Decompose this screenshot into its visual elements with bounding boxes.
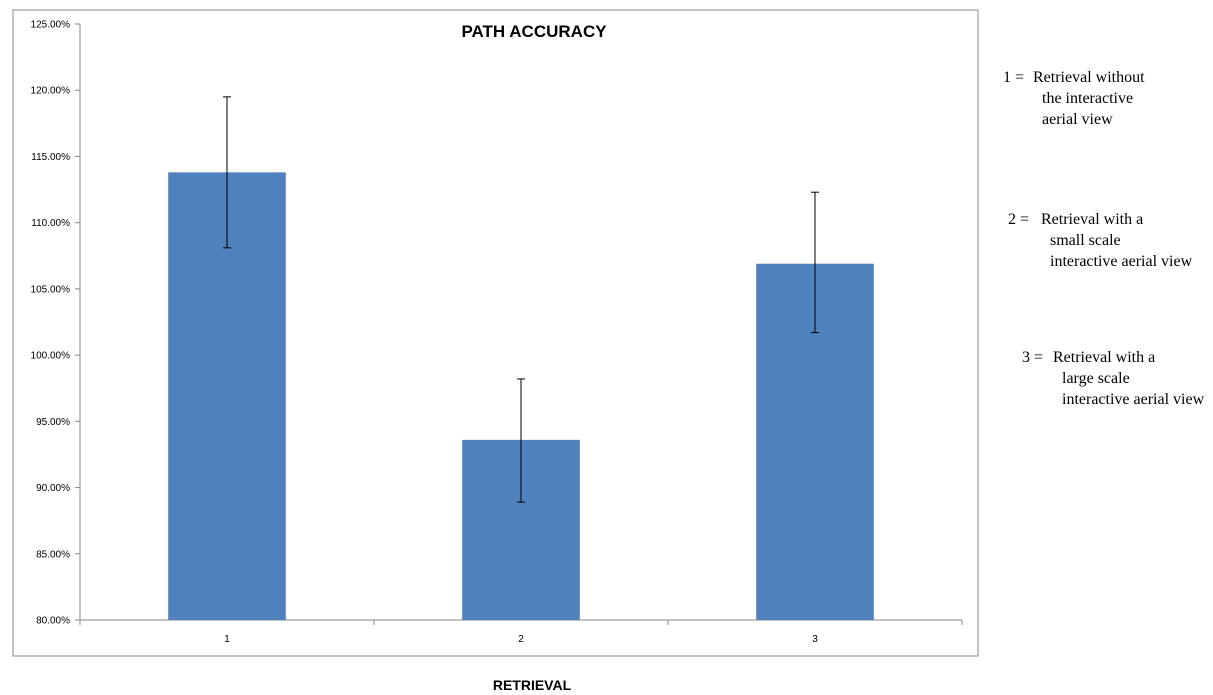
key-description-line: interactive aerial view bbox=[1050, 253, 1193, 270]
key-label-2: 2 = bbox=[1008, 211, 1029, 228]
x-tick-label: 2 bbox=[518, 634, 524, 645]
key-label-3: 3 = bbox=[1022, 349, 1043, 366]
error-bars bbox=[223, 96, 819, 503]
y-tick-label: 125.00% bbox=[31, 20, 71, 31]
y-tick-label: 100.00% bbox=[31, 351, 71, 362]
key-description-line: Retrieval without bbox=[1033, 69, 1145, 86]
key-description-line: Retrieval with a bbox=[1053, 349, 1155, 366]
y-tick-label: 85.00% bbox=[36, 549, 70, 560]
x-tick-label: 3 bbox=[812, 634, 818, 645]
y-tick-label: 105.00% bbox=[31, 284, 71, 295]
x-axis-title: RETRIEVAL bbox=[493, 677, 572, 693]
chart-title: PATH ACCURACY bbox=[461, 22, 607, 41]
category-key: 1 = Retrieval without the interactive aeria… bbox=[1003, 69, 1205, 408]
key-description-line: interactive aerial view bbox=[1062, 391, 1205, 408]
y-tick-label: 80.00% bbox=[36, 616, 70, 627]
key-description-line: small scale bbox=[1050, 232, 1121, 249]
key-label-1: 1 = bbox=[1003, 69, 1024, 86]
y-tick-label: 115.00% bbox=[31, 152, 70, 163]
key-description-line: aerial view bbox=[1042, 111, 1113, 128]
y-tick-label: 120.00% bbox=[31, 86, 71, 97]
y-tick-label: 95.00% bbox=[36, 417, 70, 428]
x-tick-label: 1 bbox=[224, 634, 230, 645]
y-tick-label: 90.00% bbox=[36, 483, 70, 494]
key-description-line: the interactive bbox=[1042, 90, 1133, 107]
key-description-line: large scale bbox=[1062, 370, 1130, 387]
y-axis: 80.00% 85.00% 90.00% 95.00% 100.00% 105.00% 11… bbox=[31, 20, 81, 627]
key-description-line: Retrieval with a bbox=[1041, 211, 1143, 228]
y-tick-label: 110.00% bbox=[31, 218, 70, 229]
